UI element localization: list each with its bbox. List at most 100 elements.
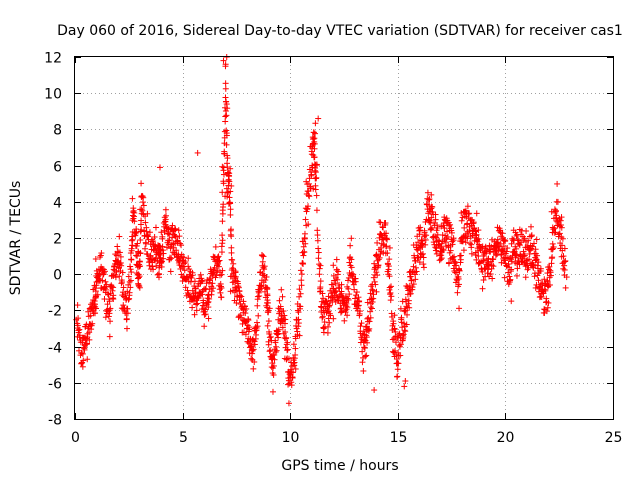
data-point [352, 275, 359, 282]
data-point [134, 240, 141, 247]
data-point [391, 312, 398, 319]
data-point [320, 295, 327, 302]
data-point [133, 252, 140, 259]
data-point [401, 308, 408, 315]
data-point [174, 237, 181, 244]
data-point [386, 273, 393, 280]
data-point [157, 164, 164, 171]
y-tick-label: 4 [53, 196, 62, 212]
data-point [222, 80, 229, 87]
data-point [479, 258, 486, 265]
data-point [236, 287, 243, 294]
data-point [475, 260, 482, 267]
data-point [416, 259, 423, 266]
data-point [319, 313, 326, 320]
data-point [360, 344, 367, 351]
data-point [396, 342, 403, 349]
data-point [447, 221, 454, 228]
data-point [233, 299, 240, 306]
data-point [468, 244, 475, 251]
data-point [353, 289, 360, 296]
data-point [391, 326, 398, 333]
data-point [169, 249, 176, 256]
data-point [270, 371, 277, 378]
data-point [132, 230, 139, 237]
data-point [126, 278, 133, 285]
data-point [264, 322, 271, 329]
data-point [138, 180, 145, 187]
data-point [93, 305, 100, 312]
data-point [137, 236, 144, 243]
data-point [131, 218, 138, 225]
data-point [310, 129, 317, 136]
data-point [128, 256, 135, 263]
data-point [468, 250, 475, 257]
data-point [529, 243, 536, 250]
data-point [541, 276, 548, 283]
data-point [366, 318, 373, 325]
data-point [502, 237, 509, 244]
y-tick-label: -6 [48, 377, 62, 393]
data-point [433, 238, 440, 245]
data-point [226, 178, 233, 185]
data-point [89, 320, 96, 327]
data-point [558, 242, 565, 249]
data-point [199, 302, 206, 309]
data-point [325, 293, 332, 300]
data-point [166, 237, 173, 244]
data-point [560, 253, 567, 260]
data-point [455, 281, 462, 288]
data-point [193, 307, 200, 314]
data-point [219, 237, 226, 244]
data-point [106, 333, 113, 340]
data-point [272, 339, 279, 346]
data-point [129, 233, 136, 240]
data-point [324, 329, 331, 336]
data-point [92, 255, 99, 262]
data-point [395, 360, 402, 367]
data-point [373, 288, 380, 295]
data-point [345, 296, 352, 303]
data-point [74, 322, 81, 329]
data-point [368, 300, 375, 307]
data-point [76, 326, 83, 333]
data-point [238, 293, 245, 300]
data-point [482, 243, 489, 250]
data-point [428, 214, 435, 221]
data-point [149, 263, 156, 270]
data-point [556, 230, 563, 237]
data-point [127, 266, 134, 273]
data-point [541, 306, 548, 313]
data-points [73, 54, 570, 407]
data-point [355, 294, 362, 301]
data-point [159, 247, 166, 254]
data-point [261, 266, 268, 273]
data-point [319, 314, 326, 321]
data-point [185, 255, 192, 262]
data-point [227, 188, 234, 195]
data-point [400, 320, 407, 327]
data-point [298, 277, 305, 284]
data-point [553, 212, 560, 219]
data-point [142, 219, 149, 226]
data-point [123, 315, 130, 322]
data-point [552, 229, 559, 236]
data-point [473, 231, 480, 238]
data-point [432, 211, 439, 218]
data-point [117, 253, 124, 260]
data-point [240, 307, 247, 314]
data-point [534, 252, 541, 259]
data-point [313, 174, 320, 181]
data-point [276, 297, 283, 304]
data-point [397, 341, 404, 348]
y-tick-label: 8 [53, 123, 62, 139]
data-point [224, 155, 231, 162]
data-point [228, 182, 235, 189]
data-point [222, 113, 229, 120]
data-point [116, 273, 123, 280]
data-point [249, 350, 256, 357]
data-point [264, 297, 271, 304]
data-point [84, 330, 91, 337]
data-point [500, 243, 507, 250]
